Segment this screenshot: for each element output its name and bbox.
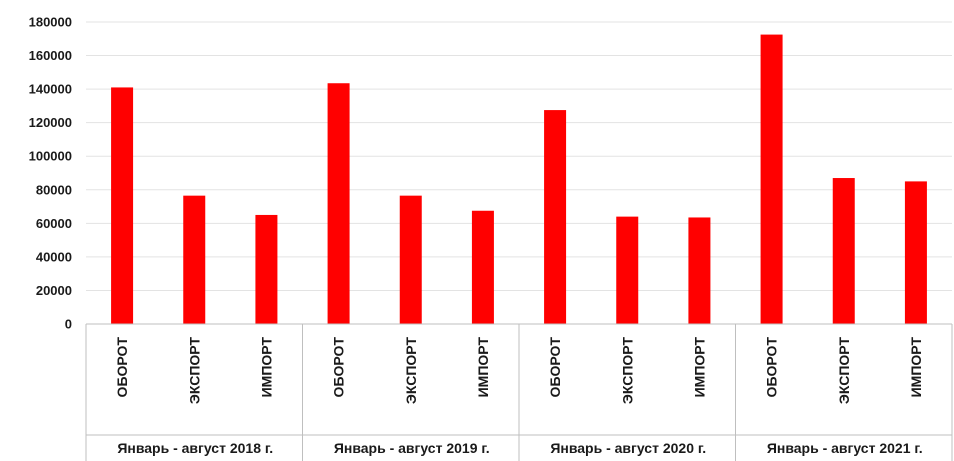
category-label: ЭКСПОРТ [186, 337, 202, 405]
bar [760, 34, 783, 324]
bar [255, 214, 278, 324]
bar [111, 87, 134, 324]
category-label: ИМПОРТ [475, 337, 491, 398]
y-tick-label: 100000 [29, 149, 72, 164]
bar [471, 210, 494, 324]
group-labels: Январь - август 2018 г. Январь - август 2… [117, 440, 922, 456]
y-tick-label: 0 [65, 317, 72, 332]
y-tick-label: 180000 [29, 15, 72, 30]
category-labels: ОБОРОТ ЭКСПОРТ ИМПОРТ ОБОРОТ ЭКСПОРТ ИМПОРТ ОБ… [114, 337, 924, 405]
bar [616, 216, 639, 324]
category-label: ОБОРОТ [547, 337, 563, 398]
category-label: ИМПОРТ [908, 337, 924, 398]
y-axis-ticks: 0 20000 40000 60000 80000 100000 120000 140000 1… [29, 15, 72, 332]
category-label: ОБОРОТ [331, 337, 347, 398]
group-label: Январь - август 2019 г. [334, 440, 490, 456]
y-tick-label: 160000 [29, 48, 72, 63]
group-label: Январь - август 2018 г. [117, 440, 273, 456]
category-label: ЭКСПОРТ [403, 337, 419, 405]
bar [832, 178, 855, 324]
axis-frame [85, 323, 953, 461]
category-label: ЭКСПОРТ [619, 337, 635, 405]
y-tick-label: 140000 [29, 82, 72, 97]
category-label: ОБОРОТ [114, 337, 130, 398]
category-label: ОБОРОТ [764, 337, 780, 398]
gridlines [86, 21, 952, 325]
category-label: ИМПОРТ [258, 337, 274, 398]
y-tick-label: 80000 [36, 182, 72, 197]
group-label: Январь - август 2020 г. [550, 440, 706, 456]
bar [183, 195, 206, 324]
y-tick-label: 120000 [29, 115, 72, 130]
y-tick-label: 20000 [36, 283, 72, 298]
category-label: ЭКСПОРТ [836, 337, 852, 405]
bar [688, 217, 711, 324]
bar [544, 110, 567, 324]
y-tick-label: 60000 [36, 216, 72, 231]
bar [327, 83, 350, 324]
y-tick-label: 40000 [36, 249, 72, 264]
bar [904, 181, 927, 324]
group-label: Январь - август 2021 г. [767, 440, 923, 456]
bar [399, 195, 422, 324]
bars [111, 34, 927, 324]
category-label: ИМПОРТ [691, 337, 707, 398]
